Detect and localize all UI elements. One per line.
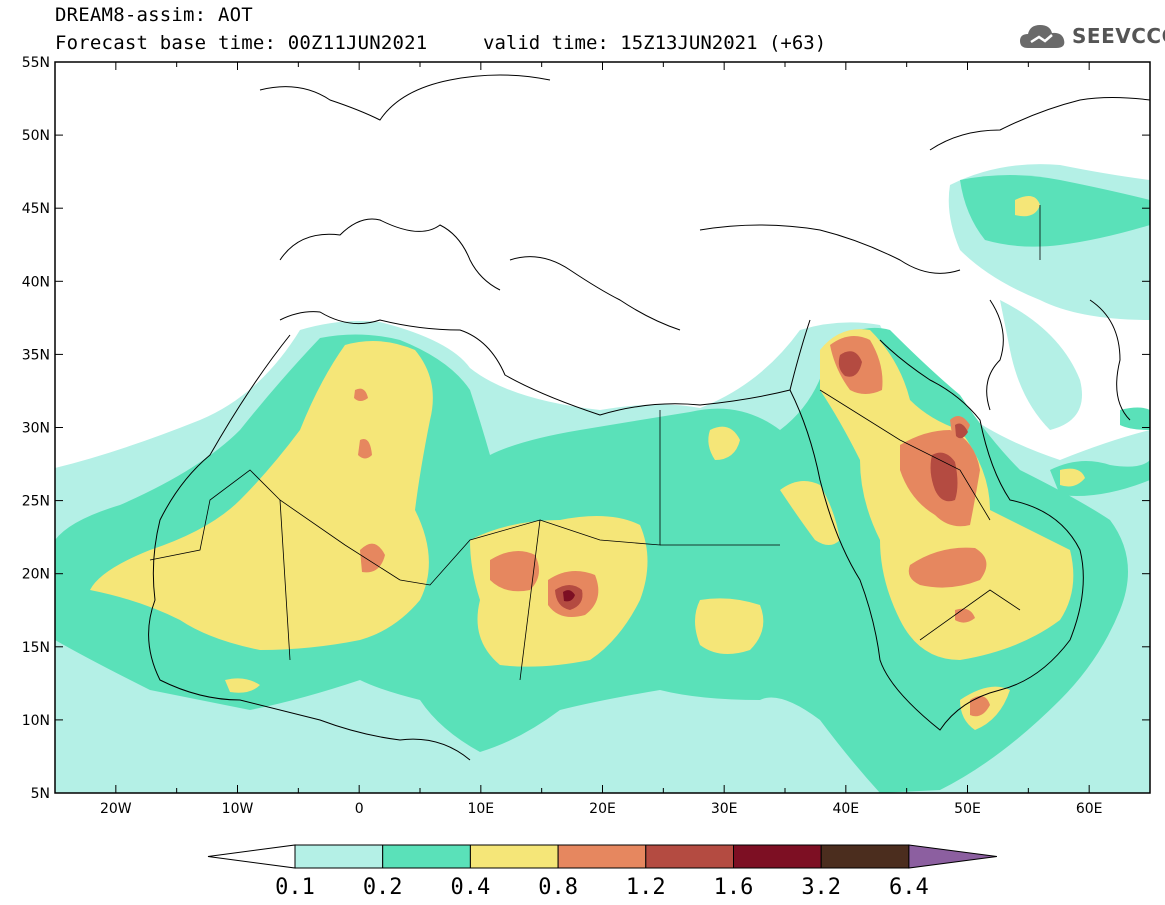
colorbar-label: 0.2 — [363, 875, 403, 900]
lon-tick-label: 20W — [100, 801, 132, 817]
title-valid-time: valid time: 15Z13JUN2021 (+63) — [483, 32, 827, 54]
colorbar-label: 3.2 — [801, 875, 841, 900]
colorbar-box — [820, 844, 910, 869]
colorbar-label: 0.8 — [538, 875, 578, 900]
colorbar-box — [733, 844, 822, 869]
colorbar-label: 0.4 — [451, 875, 491, 900]
lat-tick-label: 30N — [22, 421, 50, 437]
colorbar-high-arrow — [908, 844, 997, 869]
lat-tick-label: 45N — [22, 201, 50, 217]
colorbar-low-arrow — [207, 844, 296, 869]
title-product: DREAM8-assim: AOT — [55, 4, 253, 26]
title-base-time: Forecast base time: 00Z11JUN2021 — [55, 32, 428, 54]
lat-tick-label: 55N — [22, 55, 50, 71]
lat-tick-label: 20N — [22, 567, 50, 583]
colorbar-box — [382, 844, 471, 869]
lat-tick-label: 35N — [22, 347, 50, 363]
aot-level-0-8 — [354, 336, 990, 717]
aot-level-1-6 — [563, 590, 575, 602]
lon-tick-label: 50E — [954, 801, 981, 817]
lat-tick-label: 40N — [22, 274, 50, 290]
cloud-icon — [1020, 25, 1065, 48]
colorbar-label: 0.1 — [275, 875, 315, 900]
coastlines — [148, 74, 1150, 761]
lat-tick-label: 15N — [22, 640, 50, 656]
lat-tick-label: 5N — [31, 786, 50, 802]
colorbar-box — [557, 844, 647, 869]
lon-tick-label: 30E — [711, 801, 738, 817]
lon-tick-label: 60E — [1076, 801, 1103, 817]
logo-text: SEEVCCC — [1072, 24, 1165, 48]
lat-tick-label: 50N — [22, 128, 50, 144]
borders — [149, 205, 1041, 681]
colorbar-label: 6.4 — [889, 875, 929, 900]
lon-tick-label: 40E — [832, 801, 859, 817]
lon-tick-label: 10E — [467, 801, 494, 817]
colorbar-box — [645, 844, 734, 869]
aot-field — [55, 74, 1150, 793]
colorbar-label: 1.6 — [714, 875, 754, 900]
lat-tick-label: 10N — [22, 713, 50, 729]
colorbar-box — [294, 844, 384, 869]
seevccc-logo: SEEVCCC — [1018, 20, 1165, 52]
colorbar-box — [469, 844, 559, 869]
lat-tick-label: 25N — [22, 494, 50, 510]
lon-tick-label: 0 — [355, 801, 364, 817]
lon-tick-label: 20E — [589, 801, 616, 817]
colorbar: 0.1 0.2 0.4 0.8 1.2 1.6 3.2 6.4 — [207, 844, 997, 900]
lon-tick-label: 10W — [222, 801, 254, 817]
axis-ticks: 55N 50N 45N 40N 35N 30N 25N 20N 15N 10N 5N 20W 10W 0 1… — [22, 55, 1151, 817]
colorbar-label: 1.2 — [626, 875, 666, 900]
